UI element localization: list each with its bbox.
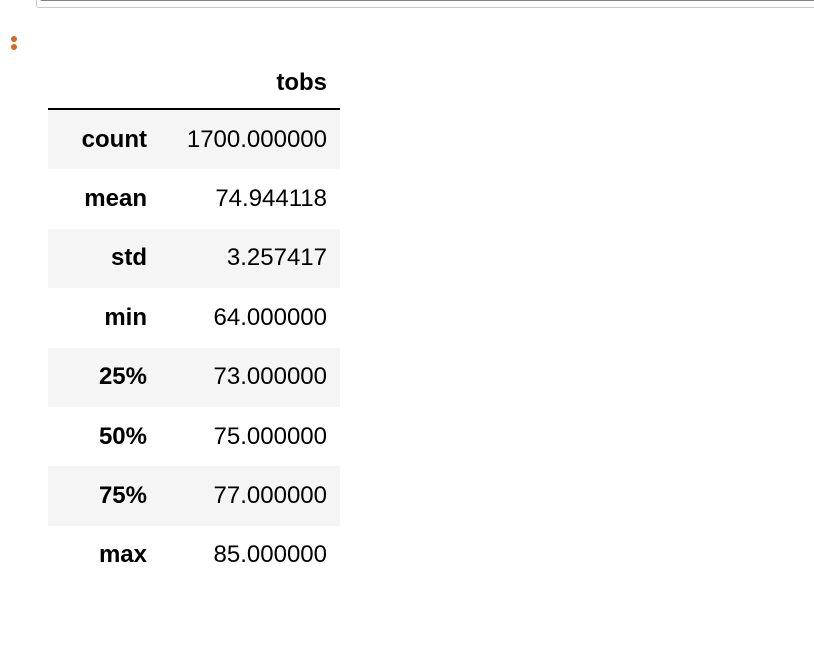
row-label: 25% [98, 363, 147, 391]
row-value: 85.000000 [213, 541, 327, 569]
row-value: 77.000000 [213, 482, 327, 510]
row-value: 64.000000 [213, 303, 327, 331]
row-value: 1700.000000 [186, 125, 327, 153]
horizontal-scrollbar[interactable] [40, 0, 814, 1]
table-row: 50% 75.000000 [48, 407, 340, 466]
cell-output: tobs count 1700.000000 mean 74.944118 st… [48, 58, 340, 585]
dataframe-header: tobs [48, 58, 340, 110]
table-row: std 3.257417 [48, 228, 340, 289]
row-label: max [98, 541, 147, 569]
table-row: 75% 77.000000 [48, 466, 340, 526]
row-label: min [104, 303, 147, 331]
vertical-ellipsis-icon [11, 36, 17, 42]
column-header-tobs: tobs [160, 58, 340, 110]
row-label: count [81, 125, 147, 153]
cell-menu-button[interactable] [10, 34, 18, 52]
previous-cell-output-edge [36, 0, 814, 8]
row-label: 75% [98, 482, 147, 510]
dataframe-body: count 1700.000000 mean 74.944118 std 3.2… [48, 109, 340, 585]
row-label: 50% [98, 422, 147, 450]
row-value: 73.000000 [213, 363, 327, 391]
table-row: 25% 73.000000 [48, 347, 340, 407]
row-value: 75.000000 [213, 422, 327, 450]
describe-dataframe: tobs count 1700.000000 mean 74.944118 st… [48, 58, 340, 585]
row-value: 74.944118 [215, 185, 327, 213]
vertical-ellipsis-icon-dot [11, 44, 17, 50]
row-value: 3.257417 [226, 244, 327, 272]
row-label: mean [84, 185, 147, 213]
table-row: max 85.000000 [48, 526, 340, 585]
row-label: std [111, 244, 147, 272]
table-row: count 1700.000000 [48, 109, 340, 170]
table-row: mean 74.944118 [48, 169, 340, 228]
header-row: tobs [48, 58, 340, 110]
index-header [48, 58, 160, 110]
table-row: min 64.000000 [48, 288, 340, 347]
